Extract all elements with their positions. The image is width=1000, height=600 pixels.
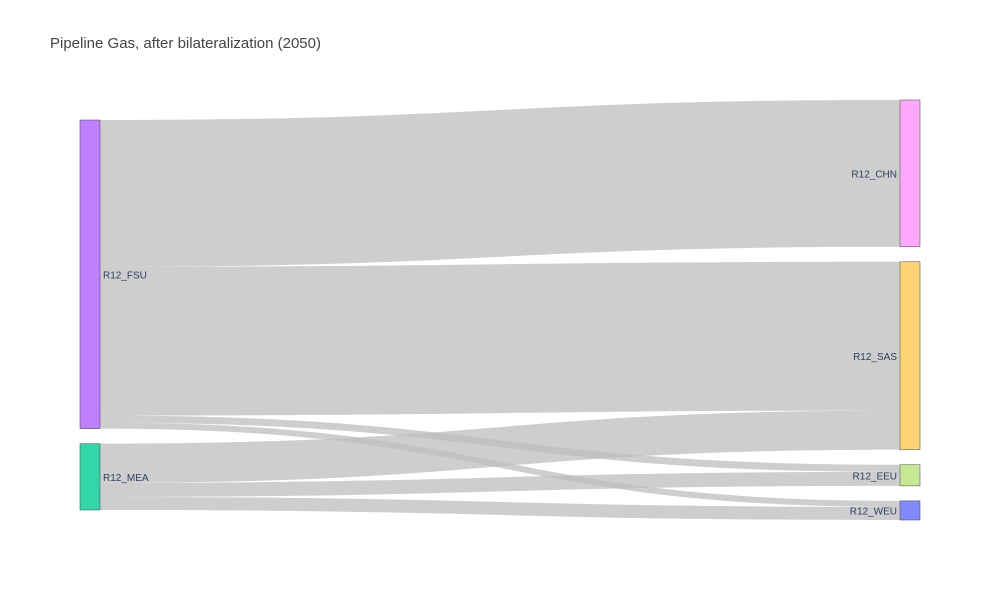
link-r12_mea-r12_weu[interactable] [100, 496, 900, 520]
sankey-nodes: R12_FSU R12_MEA R12_CHN R12_SAS R12_EEU R12_W… [79, 99, 921, 521]
node-label-r12_weu: R12_WEU [850, 506, 897, 517]
link-r12_mea-r12_sas[interactable] [100, 410, 900, 483]
node-label-r12_eeu: R12_EEU [853, 471, 897, 482]
node-label-r12_mea: R12_MEA [103, 473, 149, 484]
link-r12_fsu-r12_chn[interactable] [100, 100, 900, 267]
node-label-r12_chn: R12_CHN [851, 169, 897, 180]
chart-title: Pipeline Gas, after bilateralization (20… [50, 35, 321, 52]
node-label-r12_fsu: R12_FSU [103, 270, 147, 281]
node-r12_sas[interactable] [899, 261, 921, 451]
node-r12_eeu[interactable] [899, 464, 921, 487]
node-r12_weu[interactable] [899, 500, 921, 521]
node-r12_fsu[interactable] [79, 119, 101, 429]
node-r12_mea[interactable] [79, 443, 101, 511]
sankey-links [100, 100, 900, 520]
node-label-r12_sas: R12_SAS [853, 352, 897, 363]
link-r12_mea-r12_eeu[interactable] [100, 471, 900, 497]
node-r12_chn[interactable] [899, 99, 921, 248]
link-r12_fsu-r12_sas[interactable] [100, 261, 900, 416]
